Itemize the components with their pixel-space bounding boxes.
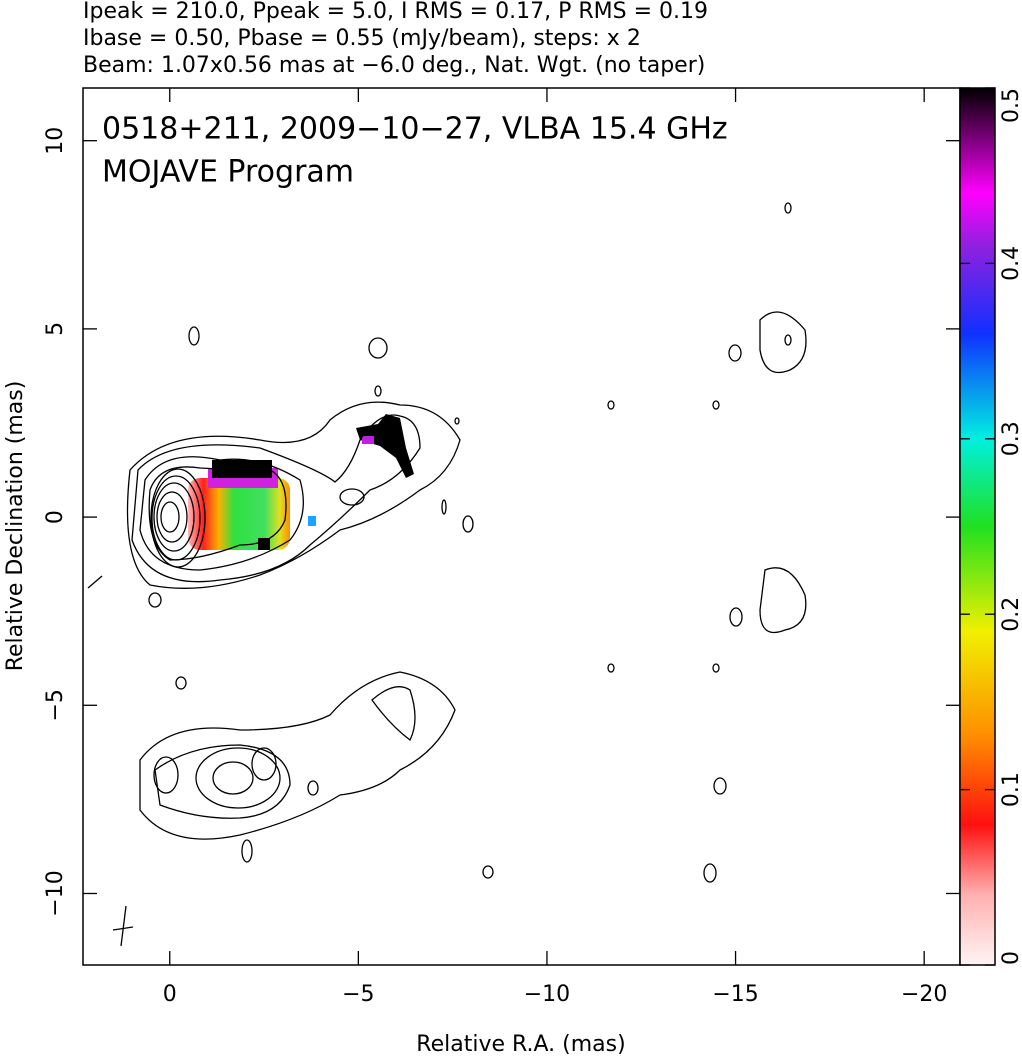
colorbar-tick-label: 0.5: [999, 88, 1022, 123]
y-tick-label: −10: [43, 870, 68, 916]
polarization-map: [188, 414, 414, 550]
x-tick-label: −15: [712, 982, 758, 1007]
title-line: Beam: 1.07x0.56 mas at −6.0 deg., Nat. W…: [83, 53, 705, 78]
header: Ipeak = 210.0, Ppeak = 5.0, I RMS = 0.17…: [83, 0, 708, 78]
contours: [87, 202, 807, 947]
x-tick-label: −20: [901, 982, 947, 1007]
x-axis-label: Relative R.A. (mas): [416, 1032, 625, 1057]
annotation: MOJAVE Program: [102, 155, 354, 190]
y-tick-label: −5: [43, 689, 68, 721]
colorbar-tick-label: 0.1: [999, 772, 1022, 807]
colorbar-tick-label: 0.2: [999, 597, 1022, 632]
x-tick-label: 0: [163, 982, 177, 1007]
y-tick-label: 0: [43, 510, 68, 524]
colorbar-tick-label: 0.3: [999, 421, 1022, 456]
title-line: Ipeak = 210.0, Ppeak = 5.0, I RMS = 0.17…: [83, 0, 708, 24]
y-tick-label: 10: [43, 127, 68, 155]
colorbar-tick-label: 0: [999, 951, 1022, 965]
y-axis-label: Relative Declination (mas): [3, 381, 28, 672]
annotation: 0518+211, 2009−10−27, VLBA 15.4 GHz: [102, 112, 728, 147]
x-tick-label: −10: [524, 982, 570, 1007]
title-line: Ibase = 0.50, Pbase = 0.55 (mJy/beam), s…: [83, 26, 641, 51]
x-tick-label: −5: [342, 982, 374, 1007]
colorbar-tick-label: 0.4: [999, 246, 1022, 281]
colorbar: [959, 87, 996, 966]
y-tick-label: 5: [43, 322, 68, 336]
